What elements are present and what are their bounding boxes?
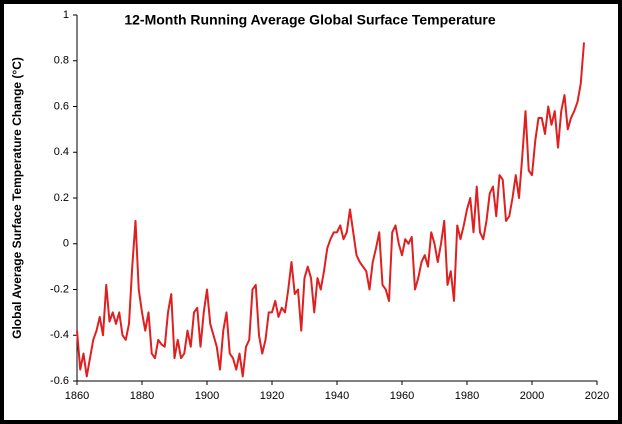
y-tick-label: 0.2 [54,192,69,204]
chart-title: 12-Month Running Average Global Surface … [124,12,496,28]
y-tick-label: 0.6 [54,100,69,112]
y-tick-label: 0.8 [54,55,69,67]
x-tick-label: 1900 [195,390,219,402]
x-tick-label: 2020 [585,390,609,402]
y-axis-label: Global Average Surface Temperature Chang… [10,57,24,339]
y-tick-label: -0.2 [50,283,69,295]
y-tick-label: -0.4 [50,329,69,341]
y-tick-label: -0.6 [50,375,69,387]
x-tick-label: 2000 [520,390,544,402]
x-tick-label: 1940 [325,390,349,402]
x-tick-label: 1920 [260,390,284,402]
y-tick-label: 0.4 [54,146,69,158]
x-tick-label: 1980 [455,390,479,402]
data-line [76,42,585,378]
y-tick-label: 0 [63,238,69,250]
x-tick-label: 1960 [390,390,414,402]
x-tick-label: 1880 [130,390,154,402]
x-tick-label: 1860 [65,390,89,402]
y-tick-label: 1 [63,9,69,21]
